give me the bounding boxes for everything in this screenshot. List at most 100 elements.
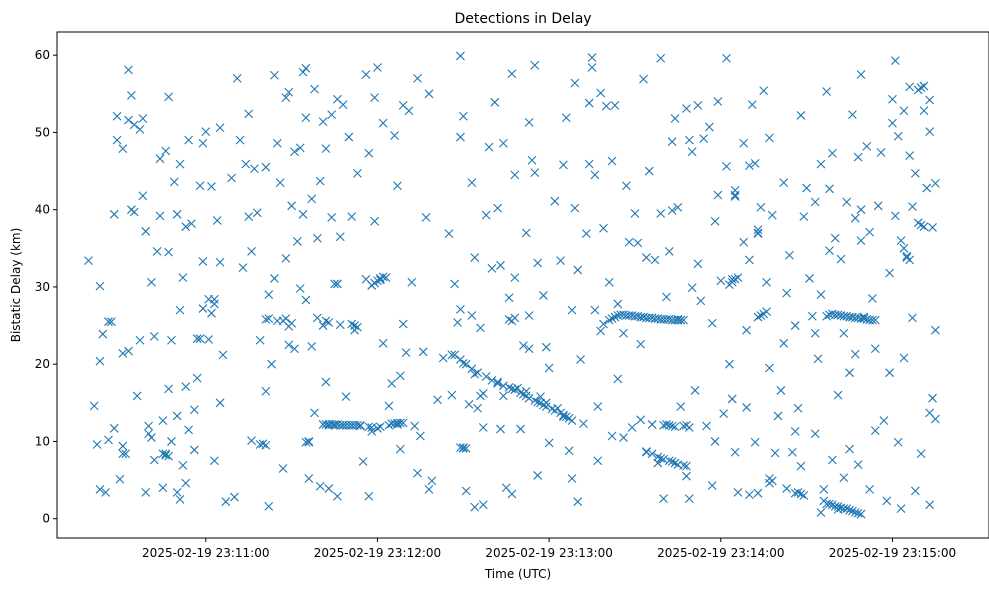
data-point-marker xyxy=(693,101,703,110)
data-point-marker xyxy=(865,484,874,494)
data-point-marker xyxy=(730,190,740,200)
data-point-marker xyxy=(458,111,468,121)
data-point-marker xyxy=(333,491,342,501)
data-point-marker xyxy=(662,292,671,302)
data-point-marker xyxy=(856,70,866,79)
data-point-marker xyxy=(264,290,274,300)
data-point-marker xyxy=(559,412,568,422)
data-point-marker xyxy=(456,132,465,142)
data-point-marker xyxy=(782,288,791,298)
y-tick-label: 10 xyxy=(35,434,50,448)
data-point-marker xyxy=(404,106,414,116)
data-point-marker xyxy=(825,184,834,194)
data-point-marker xyxy=(341,392,351,402)
data-point-marker xyxy=(149,331,159,341)
data-point-marker xyxy=(424,484,434,494)
data-point-marker xyxy=(304,474,314,483)
data-point-marker xyxy=(710,216,720,226)
data-point-marker xyxy=(676,315,686,325)
data-point-marker xyxy=(284,321,294,331)
data-point-marker xyxy=(799,491,809,500)
data-point-marker xyxy=(189,445,199,455)
data-point-marker xyxy=(350,321,359,330)
data-point-marker xyxy=(633,238,643,248)
data-point-marker xyxy=(473,403,482,413)
data-point-marker xyxy=(504,314,514,324)
data-point-marker xyxy=(118,348,128,358)
data-point-marker xyxy=(905,82,915,92)
data-point-marker xyxy=(750,158,760,168)
data-point-marker xyxy=(161,450,171,460)
data-point-marker xyxy=(321,144,331,154)
y-tick-label: 0 xyxy=(42,512,50,526)
data-point-marker xyxy=(684,135,694,145)
data-point-marker xyxy=(467,311,477,320)
data-point-marker xyxy=(570,203,580,213)
data-point-marker xyxy=(375,274,385,283)
data-point-marker xyxy=(713,190,723,200)
data-point-marker xyxy=(916,220,926,230)
data-point-marker xyxy=(610,101,620,110)
data-point-marker xyxy=(318,117,328,127)
data-point-marker xyxy=(395,444,405,454)
data-point-marker xyxy=(496,260,505,270)
data-point-marker xyxy=(490,97,500,107)
data-point-marker xyxy=(84,256,93,266)
data-point-marker xyxy=(604,277,614,287)
data-point-marker xyxy=(507,489,517,499)
data-point-marker xyxy=(767,210,777,220)
data-point-marker xyxy=(321,377,331,387)
data-point-marker xyxy=(573,497,583,507)
data-point-marker xyxy=(682,461,691,471)
data-point-marker xyxy=(250,164,259,174)
data-point-marker xyxy=(524,117,534,127)
data-point-marker xyxy=(304,437,314,446)
data-point-marker xyxy=(630,209,640,218)
data-point-marker xyxy=(327,213,337,222)
data-point-marker xyxy=(413,468,422,478)
data-point-marker xyxy=(570,78,580,88)
data-point-marker xyxy=(845,368,854,378)
data-point-marker xyxy=(713,97,723,106)
data-point-marker xyxy=(928,223,937,232)
data-point-marker xyxy=(327,110,337,120)
data-point-marker xyxy=(215,123,225,133)
data-point-marker xyxy=(101,488,111,497)
data-point-marker xyxy=(307,342,317,351)
data-point-marker xyxy=(925,95,935,105)
data-point-marker xyxy=(498,391,508,401)
data-point-marker xyxy=(258,439,268,449)
data-point-marker xyxy=(613,374,623,384)
data-point-marker xyxy=(498,381,508,391)
data-point-marker xyxy=(796,489,806,499)
data-point-marker xyxy=(149,455,159,465)
data-point-marker xyxy=(373,63,382,72)
data-point-marker xyxy=(773,411,783,421)
data-point-marker xyxy=(353,168,362,178)
data-point-marker xyxy=(876,148,886,157)
data-point-marker xyxy=(241,159,251,169)
data-point-marker xyxy=(335,232,345,242)
data-point-marker xyxy=(839,473,849,483)
data-point-marker xyxy=(461,486,471,496)
data-point-marker xyxy=(307,194,317,204)
data-point-marker xyxy=(868,315,877,325)
data-point-marker xyxy=(613,299,623,309)
data-point-marker xyxy=(779,338,789,348)
data-point-marker xyxy=(456,355,465,364)
data-point-marker xyxy=(421,213,431,222)
data-point-marker xyxy=(312,313,322,323)
data-point-marker xyxy=(539,400,548,410)
data-point-marker xyxy=(830,233,840,243)
data-point-marker xyxy=(813,354,823,364)
data-point-marker xyxy=(627,423,637,432)
data-point-marker xyxy=(593,402,603,412)
data-point-marker xyxy=(413,73,422,83)
data-point-marker xyxy=(447,350,457,360)
data-point-marker xyxy=(447,390,457,400)
data-point-marker xyxy=(930,325,940,335)
data-point-marker xyxy=(504,293,514,303)
data-point-marker xyxy=(699,134,709,143)
data-point-marker xyxy=(816,290,826,300)
